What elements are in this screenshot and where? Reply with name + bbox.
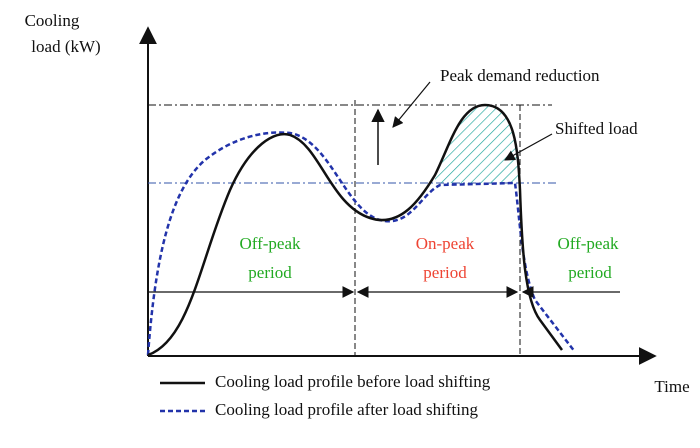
legend-label: Cooling load profile after load shifting <box>215 400 478 419</box>
shifted-area <box>435 105 520 183</box>
period-label: period <box>423 263 467 282</box>
y-label: load (kW) <box>31 37 100 56</box>
before-curve <box>147 103 564 357</box>
leader <box>504 133 553 161</box>
legend-label: Cooling load profile before load shiftin… <box>215 372 491 391</box>
period-label: Off-peak <box>239 234 301 253</box>
annotation: Shifted load <box>555 119 638 138</box>
period-label: Off-peak <box>557 234 619 253</box>
period-label: period <box>248 263 292 282</box>
period-label: On-peak <box>416 234 475 253</box>
after-curve <box>146 131 576 356</box>
period-label: period <box>568 263 612 282</box>
leader <box>392 81 431 128</box>
x-label: Time <box>654 377 689 396</box>
annotation: Peak demand reduction <box>440 66 600 85</box>
y-label: Cooling <box>25 11 80 30</box>
